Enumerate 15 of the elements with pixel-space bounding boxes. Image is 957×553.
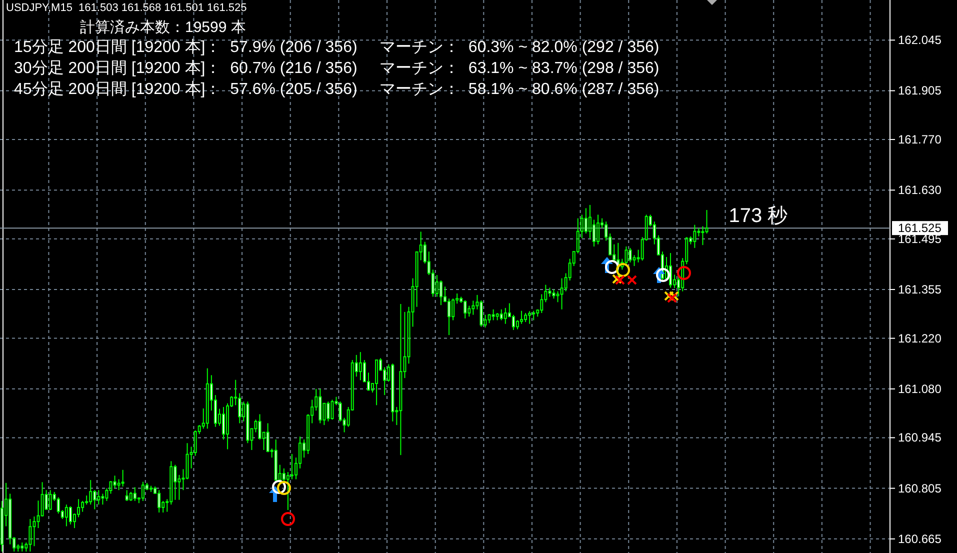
annotation: 15分足 200日間 [19200 本]： 57.9% (206 / 356) マーチン： 60.3% ~ 82.0% (292 / 356): [14, 38, 660, 56]
y-tick-label: 161.355: [898, 282, 942, 297]
y-tick-label: 162.045: [898, 33, 942, 48]
y-tick-label: 161.220: [898, 331, 942, 346]
y-tick-label: 160.805: [898, 481, 942, 496]
y-tick-label: 161.905: [898, 84, 942, 98]
annotation: 173 秒: [728, 205, 788, 228]
annotation: 計算済み本数：19599 本: [80, 19, 246, 36]
y-tick-label: 160.945: [898, 430, 942, 445]
y-tick-label: 161.080: [898, 382, 942, 396]
annotation: 30分足 200日間 [19200 本]： 60.7% (216 / 356) マーチン： 63.1% ~ 83.7% (298 / 356): [14, 59, 660, 77]
y-tick-label: 161.770: [898, 132, 942, 147]
y-tick-label: 161.630: [898, 183, 942, 198]
chart-title: USDJPY,M15 161.503 161.568 161.501 161.525: [6, 2, 247, 14]
y-tick-label: 160.665: [898, 532, 942, 546]
